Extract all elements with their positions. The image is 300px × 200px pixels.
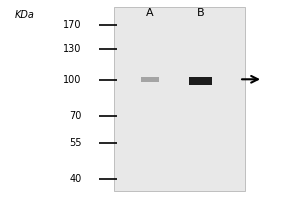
Text: 170: 170	[63, 20, 82, 30]
Text: 100: 100	[63, 75, 82, 85]
Text: KDa: KDa	[15, 10, 35, 20]
Bar	[141, 77, 159, 82]
Text: 40: 40	[69, 174, 82, 184]
Text: A: A	[146, 8, 154, 18]
Bar	[189, 77, 212, 85]
Text: 130: 130	[63, 44, 82, 54]
Text: B: B	[197, 8, 204, 18]
Text: 70: 70	[69, 111, 82, 121]
Text: 55: 55	[69, 138, 82, 148]
Bar	[114, 7, 245, 191]
